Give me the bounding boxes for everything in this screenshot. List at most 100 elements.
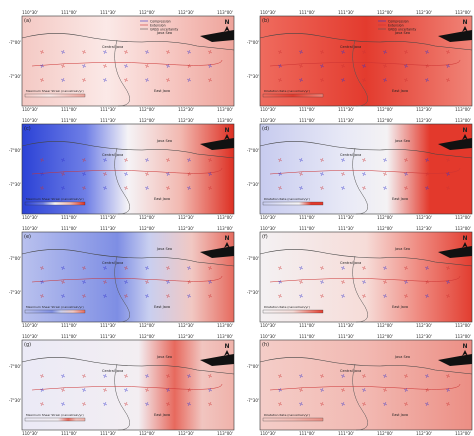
- strain-cross: [60, 401, 66, 407]
- x-tick-label: 111°00': [299, 334, 315, 339]
- strain-cross: [445, 387, 451, 393]
- region-label: Java Sea: [156, 31, 172, 35]
- region-label: Java Sea: [156, 247, 172, 251]
- colorbar-title: Dilatation Rate (nanostrain/yr): [264, 197, 310, 201]
- x-tick-label: 112°30': [178, 431, 194, 436]
- strain-cross: [39, 265, 45, 271]
- colorbar: [24, 201, 86, 206]
- x-tick-label: 112°00': [377, 10, 393, 15]
- strain-cross: [81, 63, 87, 69]
- x-tick-label: 113°00': [455, 118, 471, 123]
- strain-cross: [277, 63, 283, 69]
- strain-cross: [60, 185, 66, 191]
- strain-cross: [186, 49, 192, 55]
- strain-cross: [277, 279, 283, 285]
- y-tick-label: -7°00': [247, 148, 259, 153]
- x-tick-label: 110°30': [22, 215, 38, 220]
- x-tick-label: 112°00': [377, 107, 393, 112]
- x-tick-label: 112°30': [416, 107, 432, 112]
- x-tick-label: 112°30': [416, 118, 432, 123]
- coastline: [259, 357, 473, 375]
- strain-cross: [144, 49, 150, 55]
- x-tick-label: 110°30': [260, 226, 276, 231]
- x-tick-label: 111°00': [61, 323, 77, 328]
- strain-cross: [340, 185, 346, 191]
- strain-cross: [298, 157, 304, 163]
- x-tick-label: 112°00': [377, 334, 393, 339]
- x-tick-label: 111°30': [338, 107, 354, 112]
- legend-label: GNSS uncertainty: [388, 28, 416, 32]
- province-border: [114, 255, 130, 323]
- strain-cross: [403, 77, 409, 83]
- strain-cross: [102, 77, 108, 83]
- colorbar: [24, 93, 86, 98]
- map-background: [259, 231, 473, 323]
- strain-cross: [102, 401, 108, 407]
- strain-cross: [403, 265, 409, 271]
- strain-cross: [298, 387, 304, 393]
- strain-cross: [382, 387, 388, 393]
- x-tick-label: 110°30': [22, 10, 38, 15]
- strain-cross: [123, 49, 129, 55]
- strain-cross: [382, 373, 388, 379]
- north-arrow: [462, 242, 468, 248]
- strain-cross: [319, 63, 325, 69]
- map-background: [259, 123, 473, 215]
- strain-cross: [340, 49, 346, 55]
- y-tick-label: -7°00': [247, 256, 259, 261]
- north-label: N: [462, 235, 467, 242]
- x-tick-label: 111°30': [338, 118, 354, 123]
- region-label: Central Java: [102, 45, 123, 49]
- x-tick-label: 111°00': [299, 118, 315, 123]
- colorbar-title: Maximum Shear Strain (nanostrain/yr): [26, 89, 84, 93]
- region-label: Central Java: [340, 153, 361, 157]
- y-tick-label: -7°30': [9, 398, 21, 403]
- strain-cross: [361, 49, 367, 55]
- province-border: [352, 255, 368, 323]
- coastline: [259, 33, 473, 51]
- strain-cross: [186, 387, 192, 393]
- region-label: Java Sea: [156, 139, 172, 143]
- north-arrow: [462, 26, 468, 32]
- province-border: [352, 363, 368, 431]
- x-tick-label: 112°00': [377, 323, 393, 328]
- strain-cross: [186, 157, 192, 163]
- strain-cross: [424, 171, 430, 177]
- strain-cross: [403, 157, 409, 163]
- strain-cross: [298, 279, 304, 285]
- strain-cross: [60, 279, 66, 285]
- region-label: Central Java: [340, 45, 361, 49]
- strain-cross: [403, 171, 409, 177]
- strain-cross: [123, 157, 129, 163]
- strain-cross: [298, 63, 304, 69]
- x-tick-label: 110°30': [22, 431, 38, 436]
- island: [438, 138, 472, 150]
- strain-cross: [445, 157, 451, 163]
- y-tick-label: -7°30': [9, 290, 21, 295]
- x-tick-label: 113°00': [217, 118, 233, 123]
- colorbar: [262, 201, 324, 206]
- strain-cross: [123, 293, 129, 299]
- strain-cross: [144, 293, 150, 299]
- region-label: Java Sea: [156, 355, 172, 359]
- strain-cross: [81, 49, 87, 55]
- strain-cross: [382, 401, 388, 407]
- x-tick-label: 110°30': [260, 334, 276, 339]
- strain-cross: [102, 387, 108, 393]
- strain-cross: [403, 63, 409, 69]
- map-panel: 110°30' 110°30' 111°00' 111°00' 111°30' 111°3…: [247, 10, 473, 112]
- x-tick-label: 111°30': [338, 215, 354, 220]
- strain-cross: [186, 63, 192, 69]
- legend-label: Extension: [150, 24, 166, 28]
- x-tick-label: 112°30': [178, 107, 194, 112]
- x-tick-label: 113°00': [455, 107, 471, 112]
- strain-cross: [165, 157, 171, 163]
- x-tick-label: 111°00': [61, 431, 77, 436]
- x-tick-label: 110°30': [22, 118, 38, 123]
- strain-cross: [102, 373, 108, 379]
- strain-cross: [340, 171, 346, 177]
- strain-cross: [102, 279, 108, 285]
- x-tick-label: 112°00': [377, 226, 393, 231]
- island: [438, 30, 472, 42]
